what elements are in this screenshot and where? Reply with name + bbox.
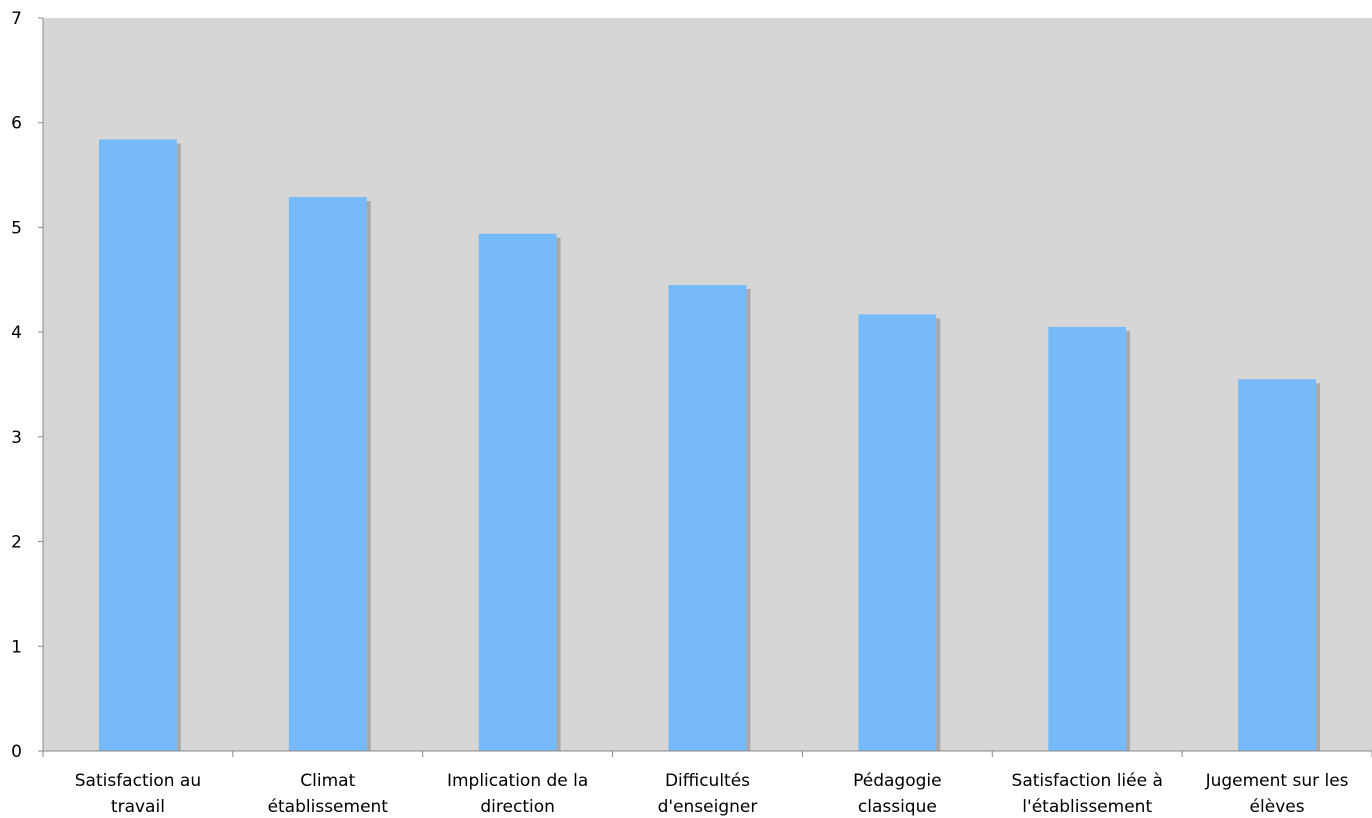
bar xyxy=(668,285,747,751)
y-tick-label: 1 xyxy=(11,637,22,657)
x-axis: Satisfaction au travail Climat établissemen… xyxy=(42,750,1372,817)
y-axis: 0 1 2 3 4 5 6 7 xyxy=(11,9,44,762)
bar xyxy=(858,314,937,751)
y-tick-label: 7 xyxy=(11,9,22,29)
x-category-label: Satisfaction au travail xyxy=(75,771,201,817)
bar xyxy=(1238,379,1316,751)
bar xyxy=(1048,326,1127,751)
y-tick-label: 3 xyxy=(11,428,22,448)
y-tick-label: 0 xyxy=(11,742,22,762)
y-tick-label: 4 xyxy=(11,323,22,343)
x-category-label: Implication de la direction xyxy=(447,771,588,817)
x-category-label: Jugement sur les élèves xyxy=(1205,771,1349,817)
x-category-label: Pédagogie classique xyxy=(853,771,941,817)
bars xyxy=(99,139,1320,752)
y-tick-label: 5 xyxy=(11,218,22,238)
x-category-label: Climat établissement xyxy=(268,771,389,817)
y-tick-label: 2 xyxy=(11,533,22,553)
x-category-label: Difficultés d'enseigner xyxy=(658,771,758,817)
x-category-label: Satisfaction liée à l'établissement xyxy=(1012,771,1163,817)
bar xyxy=(478,233,557,751)
bar xyxy=(288,197,367,752)
y-tick-label: 6 xyxy=(11,114,22,134)
bar xyxy=(99,139,177,751)
